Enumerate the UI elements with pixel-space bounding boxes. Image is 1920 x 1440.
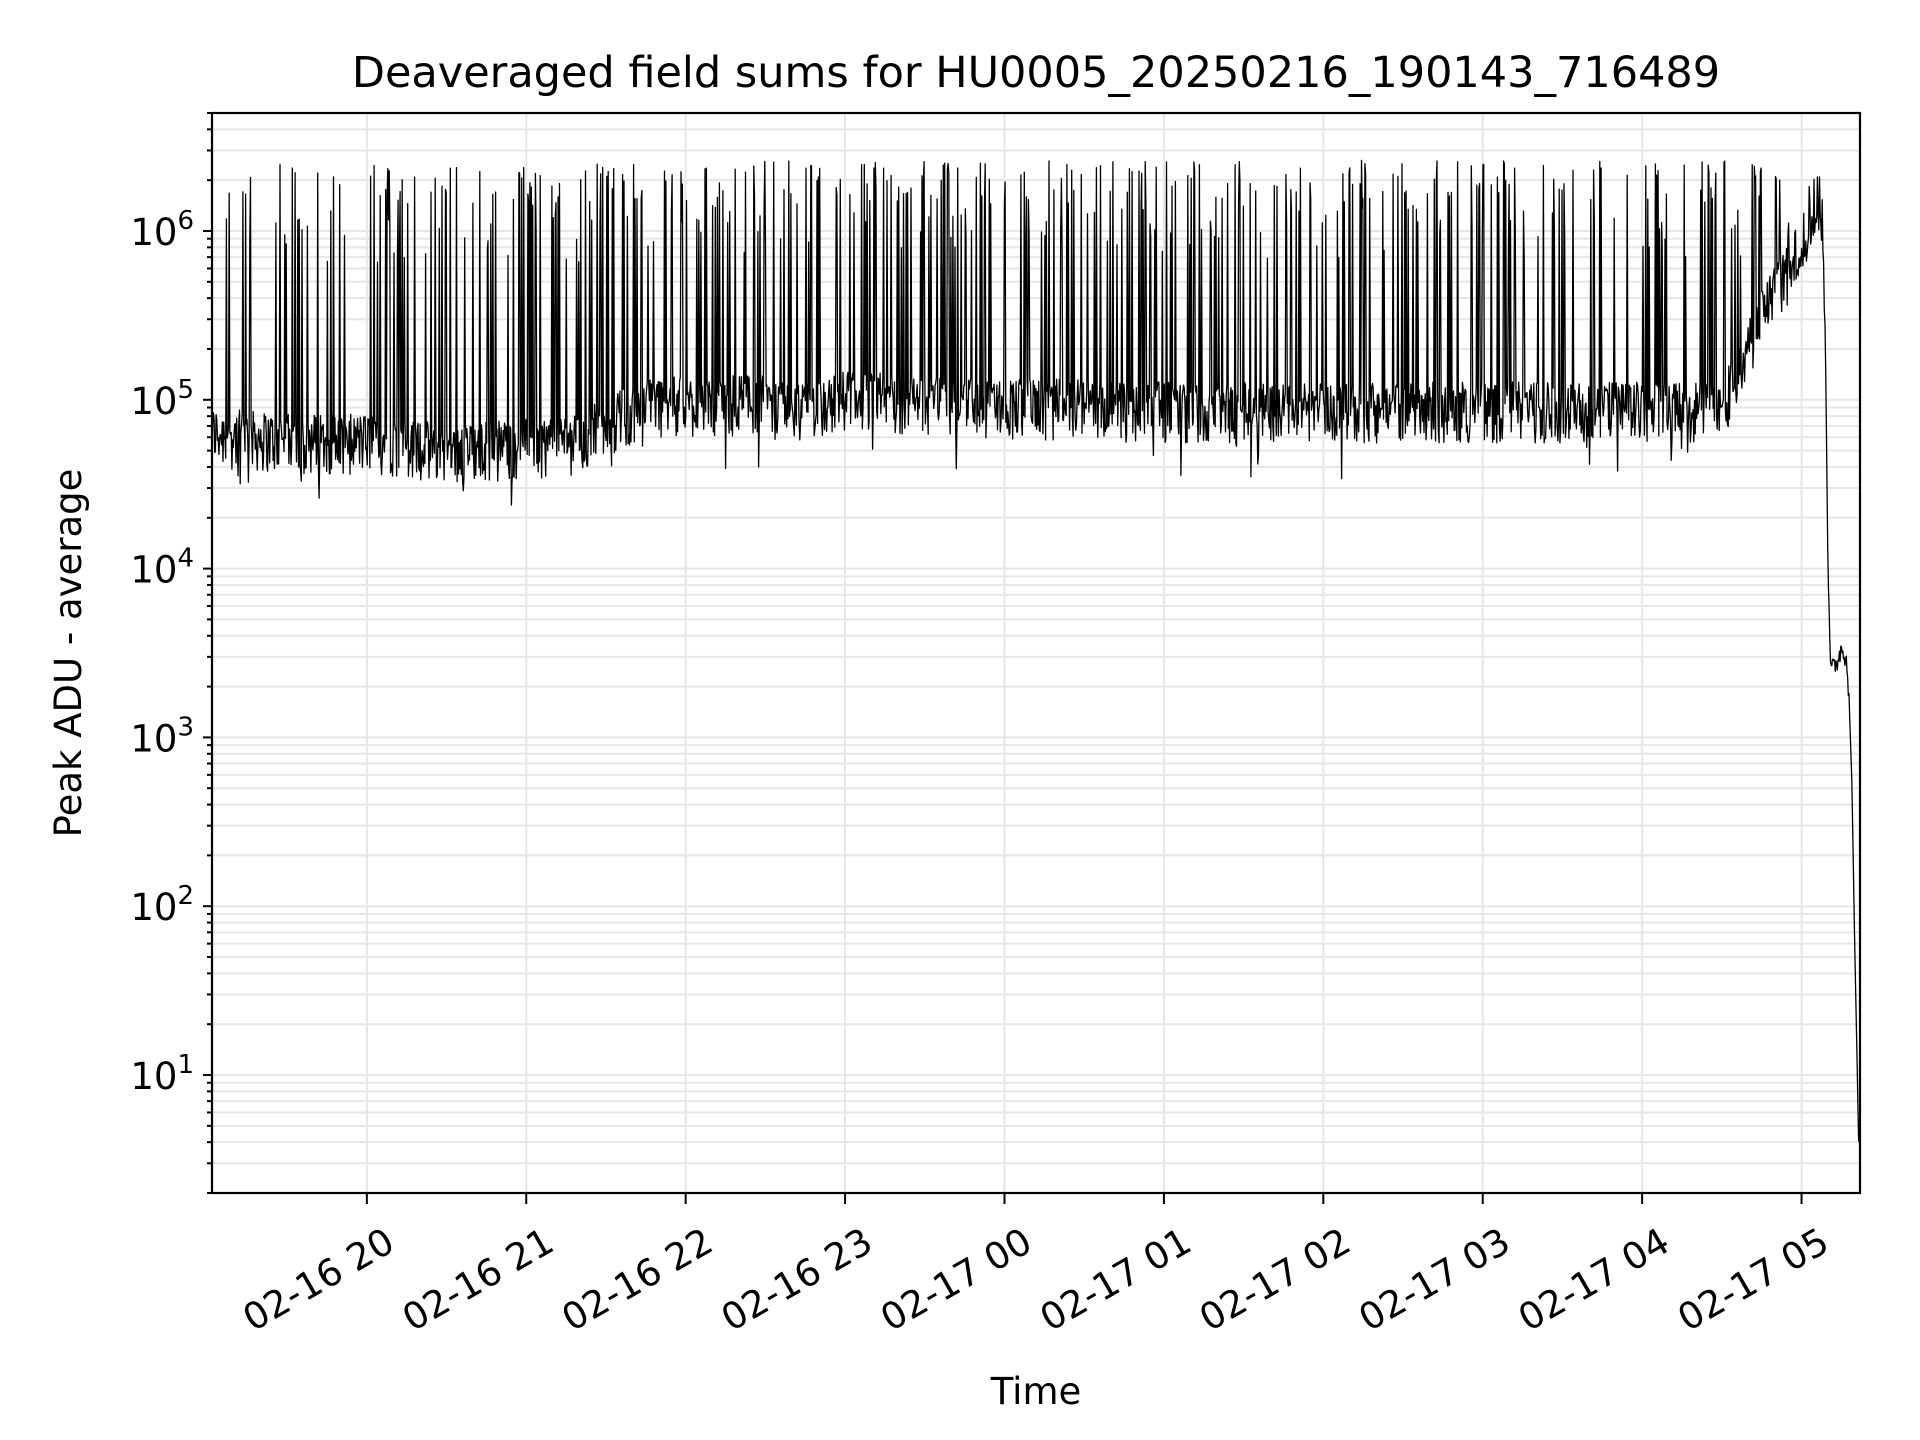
plot-frame [210,111,1862,1195]
y-tick-label: 104 [130,544,194,592]
x-axis-label: Time [990,1370,1082,1413]
y-tick-label: 106 [130,206,194,254]
x-tick-label: 02-16 20 [236,1220,402,1340]
x-tick-label: 02-17 01 [1033,1220,1199,1340]
y-tick-label: 102 [130,881,194,929]
x-tick-label: 02-16 21 [395,1220,561,1340]
x-tick-label: 02-17 02 [1192,1220,1358,1340]
x-tick-label: 02-17 03 [1352,1220,1518,1340]
x-tick-label: 02-17 05 [1670,1220,1836,1340]
y-tick-label: 105 [130,375,194,423]
series-layer [211,159,1860,1143]
y-axis-label: Peak ADU - average [47,469,90,838]
grid [212,112,1860,1194]
x-tick-label: 02-16 22 [555,1220,721,1340]
chart-title: Deaveraged field sums for HU0005_2025021… [352,48,1720,98]
y-tick-label: 101 [130,1050,194,1098]
y-tick-label: 103 [130,712,194,760]
x-tick-label: 02-17 04 [1511,1220,1677,1340]
x-tick-label: 02-16 23 [714,1220,880,1340]
x-tick-label: 02-17 00 [873,1220,1039,1340]
series-line [211,159,1860,1143]
